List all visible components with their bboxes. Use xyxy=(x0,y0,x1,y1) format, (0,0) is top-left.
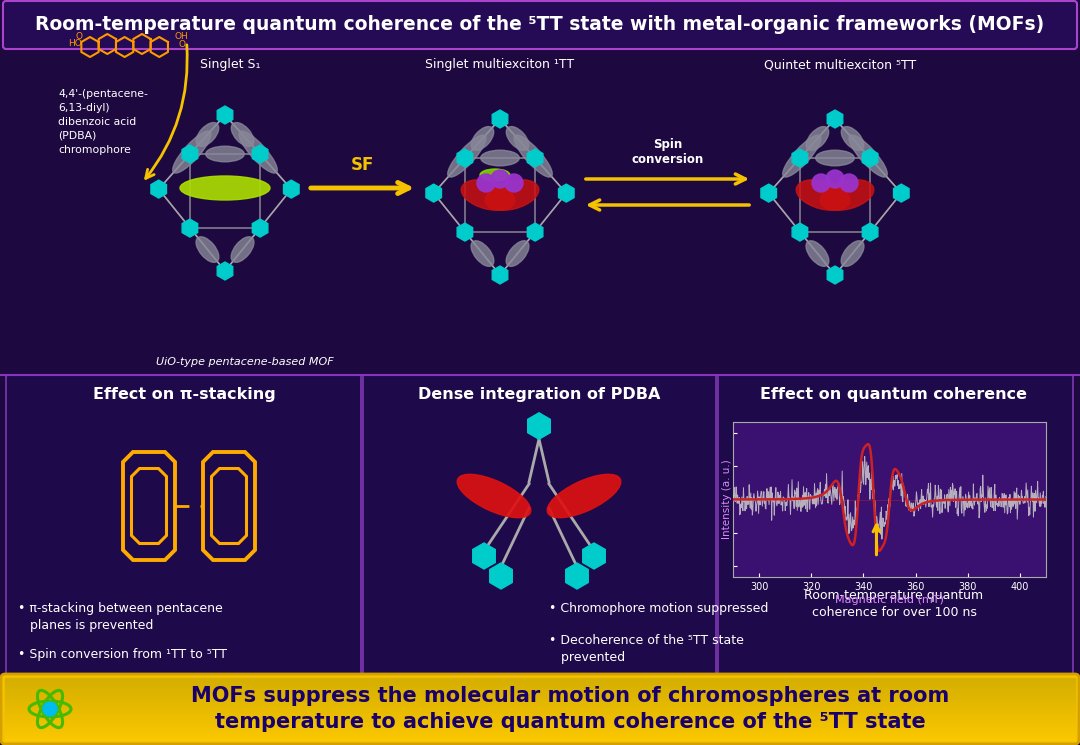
Text: 4,4'-(pentacene-
6,13-diyl)
dibenzoic acid
(PDBA)
chromophore: 4,4'-(pentacene- 6,13-diyl) dibenzoic ac… xyxy=(58,89,148,155)
Ellipse shape xyxy=(448,135,486,177)
Bar xyxy=(5,728,1075,731)
Bar xyxy=(5,700,1075,703)
Ellipse shape xyxy=(507,241,529,267)
Ellipse shape xyxy=(841,127,864,150)
Ellipse shape xyxy=(457,475,530,518)
Ellipse shape xyxy=(471,241,494,267)
X-axis label: Magnetic field (mT): Magnetic field (mT) xyxy=(835,595,944,605)
Ellipse shape xyxy=(180,176,270,200)
Bar xyxy=(5,694,1075,697)
Ellipse shape xyxy=(783,135,821,177)
Text: • Spin conversion from ¹TT to ⁵TT: • Spin conversion from ¹TT to ⁵TT xyxy=(18,648,227,661)
Ellipse shape xyxy=(461,180,515,210)
Bar xyxy=(5,688,1075,691)
Text: SF: SF xyxy=(351,156,374,174)
Ellipse shape xyxy=(849,135,888,177)
Text: Spin
conversion: Spin conversion xyxy=(632,138,704,166)
Ellipse shape xyxy=(514,135,552,177)
Text: Singlet multiexciton ¹TT: Singlet multiexciton ¹TT xyxy=(426,58,575,71)
Circle shape xyxy=(505,174,523,192)
Ellipse shape xyxy=(197,237,219,262)
Circle shape xyxy=(491,170,509,188)
Bar xyxy=(5,681,1075,684)
Bar xyxy=(5,706,1075,709)
Ellipse shape xyxy=(197,123,219,147)
Ellipse shape xyxy=(480,169,510,181)
Bar xyxy=(5,712,1075,715)
Ellipse shape xyxy=(841,241,864,267)
Circle shape xyxy=(477,174,495,192)
Text: O: O xyxy=(76,32,83,41)
Text: Room-temperature quantum
coherence for over 100 ns: Room-temperature quantum coherence for o… xyxy=(805,589,984,619)
Ellipse shape xyxy=(548,475,621,518)
Bar xyxy=(5,734,1075,737)
Text: • Chromophore motion suppressed: • Chromophore motion suppressed xyxy=(549,602,768,615)
Ellipse shape xyxy=(815,150,854,166)
Text: HO: HO xyxy=(68,39,82,48)
Ellipse shape xyxy=(231,237,254,262)
Text: OH: OH xyxy=(175,32,188,41)
FancyBboxPatch shape xyxy=(1,674,1079,744)
Ellipse shape xyxy=(231,123,254,147)
Bar xyxy=(5,715,1075,718)
Ellipse shape xyxy=(806,127,828,150)
Ellipse shape xyxy=(485,180,539,210)
Ellipse shape xyxy=(205,146,244,162)
Bar xyxy=(5,703,1075,706)
Circle shape xyxy=(812,174,831,192)
FancyBboxPatch shape xyxy=(6,375,363,679)
Ellipse shape xyxy=(820,180,874,210)
Text: • Decoherence of the ⁵TT state
   prevented: • Decoherence of the ⁵TT state prevented xyxy=(549,634,744,664)
Text: MOFs suppress the molecular motion of chromospheres at room
temperature to achie: MOFs suppress the molecular motion of ch… xyxy=(191,686,949,732)
Bar xyxy=(5,684,1075,688)
Bar xyxy=(5,724,1075,728)
Text: Room-temperature quantum coherence of the ⁵TT state with metal-organic framework: Room-temperature quantum coherence of th… xyxy=(36,16,1044,34)
Bar xyxy=(5,718,1075,721)
Bar xyxy=(5,721,1075,724)
Bar xyxy=(5,697,1075,700)
Text: Singlet S₁: Singlet S₁ xyxy=(200,58,260,71)
Bar xyxy=(5,691,1075,694)
FancyBboxPatch shape xyxy=(3,1,1077,49)
Ellipse shape xyxy=(471,127,494,150)
Circle shape xyxy=(826,170,843,188)
Bar xyxy=(5,737,1075,740)
Y-axis label: Intensity (a. u.): Intensity (a. u.) xyxy=(721,460,731,539)
Bar xyxy=(5,731,1075,734)
Text: Quintet multiexciton ⁵TT: Quintet multiexciton ⁵TT xyxy=(764,58,916,71)
FancyBboxPatch shape xyxy=(361,375,718,679)
Ellipse shape xyxy=(796,180,850,210)
Ellipse shape xyxy=(507,127,529,150)
Text: Dense integration of PDBA: Dense integration of PDBA xyxy=(418,387,660,402)
Text: Effect on π-stacking: Effect on π-stacking xyxy=(93,387,275,402)
Ellipse shape xyxy=(239,131,278,173)
Bar xyxy=(5,709,1075,712)
Circle shape xyxy=(43,702,57,716)
Ellipse shape xyxy=(481,150,519,166)
Circle shape xyxy=(840,174,858,192)
Text: • π-stacking between pentacene
   planes is prevented: • π-stacking between pentacene planes is… xyxy=(18,602,222,632)
Bar xyxy=(5,678,1075,681)
Text: O: O xyxy=(178,40,186,49)
Ellipse shape xyxy=(806,241,828,267)
Text: UiO-type pentacene-based MOF: UiO-type pentacene-based MOF xyxy=(157,357,334,367)
Ellipse shape xyxy=(173,131,211,173)
FancyBboxPatch shape xyxy=(716,375,1074,679)
Text: Effect on quantum coherence: Effect on quantum coherence xyxy=(760,387,1027,402)
